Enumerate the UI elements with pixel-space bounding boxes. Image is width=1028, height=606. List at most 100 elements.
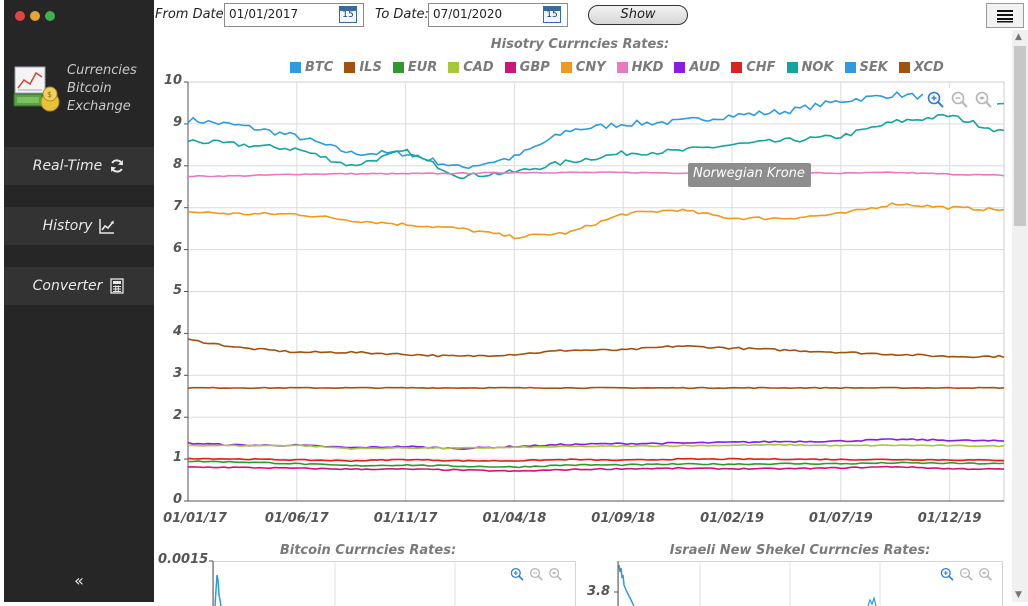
- x-tick-label: 01/06/17: [264, 511, 329, 526]
- legend-item-cny[interactable]: CNY: [560, 60, 606, 75]
- x-tick-label: 01/02/19: [700, 511, 764, 526]
- x-tick-label: 01/04/18: [482, 511, 547, 526]
- ils-chart-title: Israeli New Shekel Currncies Rates:: [669, 543, 931, 558]
- legend-swatch: [344, 62, 356, 73]
- app-brand-name: Currencies Bitcoin Exchange: [67, 62, 137, 116]
- zoom-reset-icon[interactable]: [974, 90, 994, 110]
- zoom-in-icon[interactable]: [509, 567, 525, 583]
- series-line-cad: [187, 443, 1005, 451]
- vertical-scrollbar[interactable]: ▲ ▼: [1012, 30, 1028, 602]
- legend-item-ils[interactable]: ILS: [344, 60, 382, 75]
- legend-swatch: [898, 62, 910, 73]
- y-tick-label: 2: [172, 408, 182, 424]
- series-line-sek: [187, 91, 1005, 170]
- legend-swatch: [616, 62, 628, 73]
- legend-item-xcd[interactable]: XCD: [898, 60, 944, 75]
- series-line-gbp: [188, 465, 1005, 473]
- legend-item-nok[interactable]: NOK: [786, 60, 834, 75]
- calculator-icon: [110, 278, 125, 294]
- sidebar-item-real-time[interactable]: Real-Time: [4, 147, 154, 185]
- y-tick-label: 7: [172, 198, 182, 214]
- legend-swatch: [448, 62, 460, 73]
- sidebar-item-history[interactable]: History: [4, 207, 154, 245]
- chart-legend: BTC ILS EUR CAD GBP CNY HKD AUD CHF NOK SEK XCD: [290, 60, 944, 75]
- x-tick-label: 01/07/19: [808, 511, 873, 526]
- brand-line-1: Currencies: [67, 63, 137, 78]
- legend-item-eur[interactable]: EUR: [392, 60, 438, 75]
- ils-zoom-controls: [937, 565, 997, 585]
- legend-swatch: [504, 62, 516, 73]
- bitcoin-y-tick-label: 0.0015: [158, 552, 209, 567]
- menu-button[interactable]: [986, 3, 1024, 28]
- from-date-input[interactable]: 01/01/2017: [224, 3, 364, 27]
- from-date-label: From Date:: [155, 7, 229, 22]
- legend-item-aud[interactable]: AUD: [674, 60, 720, 75]
- minimize-window-button[interactable]: [30, 11, 40, 21]
- legend-item-hkd[interactable]: HKD: [616, 60, 664, 75]
- legend-label: CHF: [746, 60, 776, 75]
- legend-item-cad[interactable]: CAD: [448, 60, 494, 75]
- maximize-window-button[interactable]: [45, 11, 55, 21]
- bitcoin-zoom-controls: [507, 565, 567, 585]
- ils-y-tick-label: 3.8: [586, 584, 610, 599]
- zoom-out-icon[interactable]: [950, 90, 970, 110]
- zoom-out-icon[interactable]: [529, 567, 545, 583]
- svg-text:$: $: [47, 90, 52, 99]
- series-line-nok: [187, 113, 1005, 180]
- legend-item-gbp[interactable]: GBP: [504, 60, 550, 75]
- main-chart-title: Hisotry Currncies Rates:: [490, 37, 670, 52]
- from-date-calendar-icon[interactable]: 15: [339, 6, 357, 23]
- zoom-reset-icon[interactable]: [978, 567, 994, 583]
- scrollbar-thumb[interactable]: [1014, 46, 1026, 226]
- series-line-chf: [187, 457, 1005, 463]
- y-tick-label: 1: [172, 450, 182, 466]
- y-tick-label: 10: [163, 73, 182, 88]
- legend-swatch: [560, 62, 572, 73]
- sidebar-item-converter[interactable]: Converter: [4, 267, 154, 305]
- y-tick-label: 8: [172, 156, 182, 172]
- hamburger-menu-icon: [997, 9, 1013, 22]
- series-line-xcd: [187, 386, 1005, 390]
- y-tick-label: 6: [172, 240, 182, 256]
- app-logo-icon: $: [13, 66, 60, 112]
- sidebar-item-label: Converter: [32, 278, 103, 294]
- zoom-in-icon[interactable]: [926, 90, 946, 110]
- legend-label: GBP: [519, 60, 550, 75]
- to-date-calendar-icon[interactable]: 15: [543, 6, 561, 23]
- close-window-button[interactable]: [15, 11, 25, 21]
- plot-frame: [187, 81, 1005, 502]
- legend-item-sek[interactable]: SEK: [844, 60, 888, 75]
- legend-item-btc[interactable]: BTC: [290, 60, 333, 75]
- line-chart-icon: [99, 219, 115, 234]
- zoom-reset-icon[interactable]: [548, 567, 564, 583]
- y-tick-label: 5: [172, 282, 182, 298]
- x-tick-label: 01/12/19: [917, 511, 982, 526]
- series-line-cny: [187, 202, 1005, 240]
- legend-swatch: [731, 62, 743, 73]
- sidebar-item-label: History: [42, 218, 93, 234]
- legend-label: EUR: [407, 60, 438, 75]
- to-date-label: To Date:: [375, 7, 429, 22]
- zoom-out-icon[interactable]: [959, 567, 975, 583]
- zoom-in-icon[interactable]: [939, 567, 955, 583]
- legend-label: AUD: [689, 60, 721, 75]
- legend-swatch: [674, 62, 686, 73]
- scroll-down-arrow-icon[interactable]: ▼: [1015, 590, 1022, 600]
- series-line-eur: [187, 460, 1005, 469]
- y-tick-label: 4: [172, 324, 182, 340]
- collapse-sidebar-button[interactable]: «: [74, 571, 84, 590]
- sidebar-item-label: Real-Time: [32, 158, 103, 174]
- show-button[interactable]: Show: [588, 5, 688, 25]
- series-line-ils: [187, 338, 1005, 359]
- legend-label: ILS: [359, 60, 382, 75]
- sidebar: $ Currencies Bitcoin Exchange Real-Time …: [4, 0, 154, 602]
- y-tick-label: 9: [172, 114, 182, 130]
- legend-swatch: [290, 62, 301, 73]
- main-zoom-controls: [923, 88, 997, 112]
- legend-label: XCD: [913, 60, 944, 75]
- legend-label: HKD: [631, 60, 664, 75]
- legend-item-chf[interactable]: CHF: [731, 60, 776, 75]
- y-tick-label: 3: [172, 366, 182, 382]
- series-line-hkd: [188, 171, 1005, 178]
- scroll-up-arrow-icon[interactable]: ▲: [1015, 32, 1022, 42]
